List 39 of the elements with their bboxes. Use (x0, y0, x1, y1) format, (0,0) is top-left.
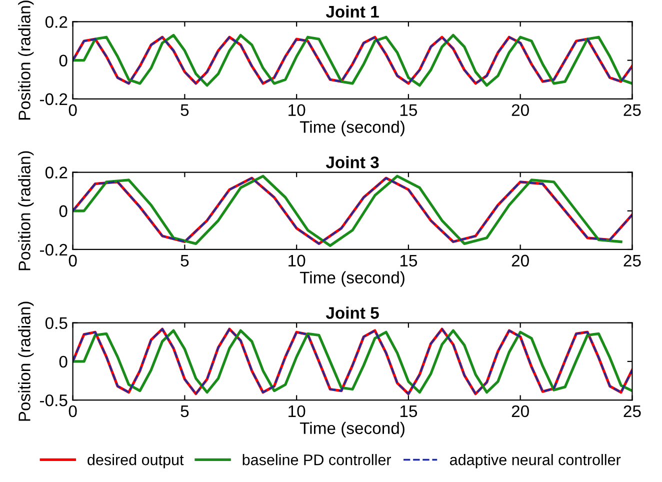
y-tick-label: 0.2 (45, 16, 68, 28)
y-tick-label: 0 (59, 356, 68, 368)
x-tick-label: 20 (512, 104, 529, 116)
x-tick-label: 15 (400, 254, 418, 267)
y-tick-label: 0.5 (45, 317, 68, 330)
x-tick-label: 0 (68, 405, 77, 418)
x-tick-label: 0 (68, 104, 77, 116)
x-tick-label: 25 (624, 405, 641, 418)
x-tick-label: 0 (68, 254, 77, 267)
x-tick-label: 15 (400, 406, 418, 418)
chart-title: Joint 5 (326, 306, 379, 319)
y-tick-label: -0.2 (40, 244, 68, 256)
x-tick-label: 5 (180, 406, 189, 418)
x-axis-title: Time (second) (300, 422, 404, 438)
x-tick-label: 20 (512, 405, 529, 418)
y-tick-label: 0 (59, 54, 68, 66)
y-tick-label: 0 (59, 205, 68, 218)
chart-title: Joint 3 (326, 156, 379, 168)
y-tick-label: -0.5 (40, 394, 68, 406)
x-tick-label: 5 (180, 104, 189, 116)
y-axis-title: Position (radian) (18, 0, 34, 120)
x-tick-label: 20 (512, 254, 529, 267)
x-tick-label: 25 (624, 254, 641, 267)
y-tick-label: -0.2 (40, 93, 68, 106)
x-tick-label: 10 (288, 254, 306, 267)
legend-label: baseline PD controller (242, 454, 392, 466)
y-tick-label: 0.2 (45, 166, 68, 178)
y-axis-title: Position (radian) (18, 151, 34, 270)
x-tick-label: 25 (624, 104, 641, 116)
x-tick-label: 10 (288, 104, 306, 116)
x-axis-title: Time (second) (300, 271, 404, 287)
legend-label: adaptive neural controller (450, 454, 621, 468)
x-tick-label: 5 (180, 254, 189, 267)
x-tick-label: 15 (400, 104, 418, 116)
x-axis-title: Time (second) (300, 120, 404, 136)
y-axis-title: Position (radian) (18, 302, 34, 421)
legend-label: desired output (88, 454, 184, 468)
chart-title: Joint 1 (326, 5, 379, 18)
x-tick-label: 10 (288, 405, 306, 418)
